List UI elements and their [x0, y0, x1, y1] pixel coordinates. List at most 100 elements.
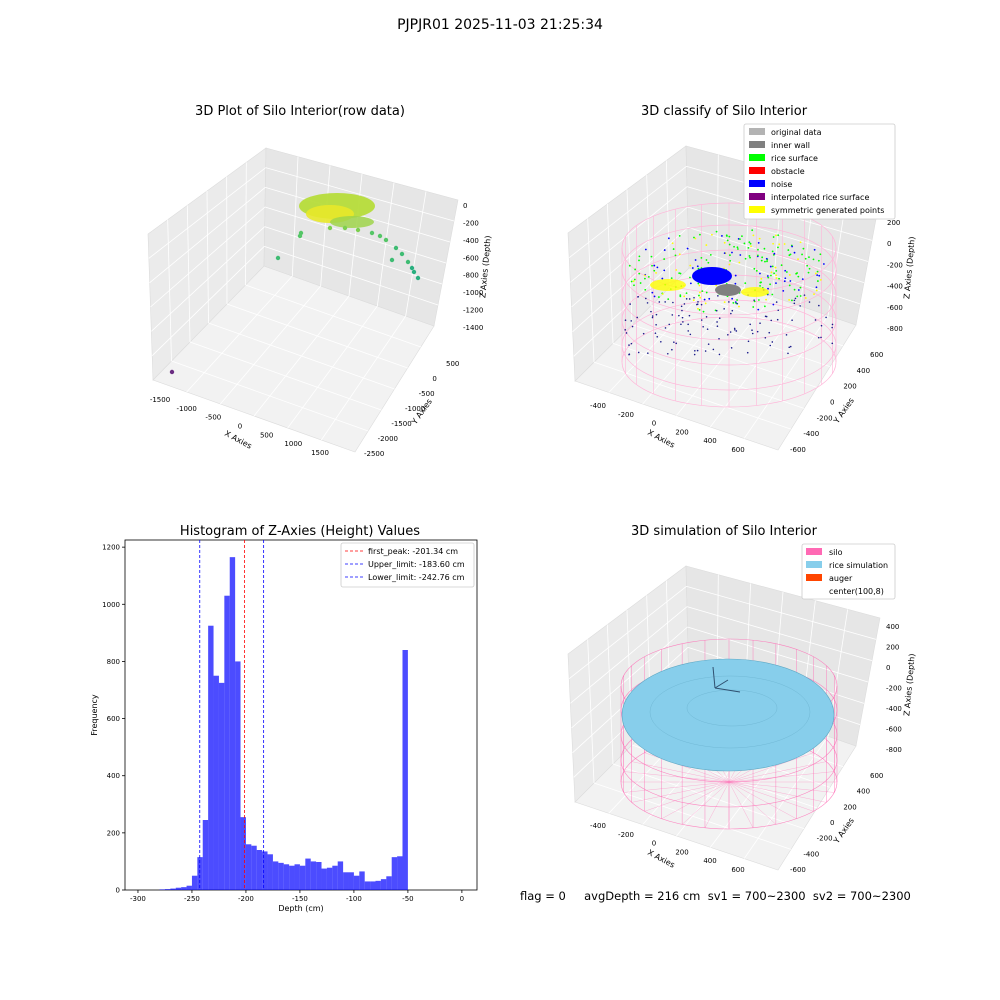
p2-interpolated-point — [769, 344, 772, 347]
p2-silo-ring — [621, 316, 837, 408]
hist-bar — [332, 865, 338, 890]
p2-interpolated-point — [645, 297, 647, 300]
p4-silo-spoke — [728, 761, 827, 783]
p1-data-point — [169, 369, 175, 375]
p4-auger — [712, 666, 741, 693]
p2-data-point — [737, 248, 739, 250]
p1-data-point — [399, 251, 405, 257]
p2-interpolated-point — [820, 324, 823, 327]
p2-grid-line — [687, 206, 869, 262]
p2-data-point — [752, 306, 755, 308]
p1-z-tick-label: 0 — [463, 202, 467, 210]
p1-x-tick-label: 500 — [260, 431, 273, 439]
hist-bar — [321, 868, 327, 890]
p2-data-point — [628, 264, 631, 267]
p2-interpolated-point — [716, 325, 719, 328]
p1-grid-line — [253, 295, 350, 417]
p2-data-point — [778, 243, 781, 246]
p2-interpolated-point — [764, 315, 767, 318]
p2-interpolated-point — [777, 309, 780, 312]
hist-bar — [170, 888, 176, 890]
p2-data-point — [796, 295, 799, 298]
hist-bar — [380, 879, 387, 890]
p2-data-point — [693, 236, 695, 239]
p1-z-tick-label: -400 — [463, 237, 479, 245]
hist-bar — [272, 861, 279, 890]
p2-data-point — [749, 242, 752, 245]
p2-interpolated-point — [785, 334, 788, 336]
p4-x-tick-label: 400 — [703, 857, 716, 865]
p2-data-point — [748, 255, 751, 257]
p2-interpolated-point — [727, 333, 729, 336]
p4-silo-spoke — [728, 781, 776, 825]
p2-grid-line — [669, 286, 844, 347]
p4-grid-line — [568, 586, 687, 679]
p2-data-point — [741, 235, 743, 238]
p2-x-tick-label: 400 — [703, 437, 716, 445]
p2-interpolated-point — [656, 335, 659, 338]
p2-interpolated-point — [673, 341, 675, 343]
p2-data-point — [689, 282, 692, 285]
p2-data-point — [771, 293, 774, 296]
p2-data-point — [763, 247, 766, 250]
p2-data-point — [790, 244, 793, 247]
p2-interpolated-point — [818, 304, 820, 307]
p2-data-point — [724, 252, 727, 255]
p4-y-tick-label: 400 — [857, 788, 870, 796]
hist-bar — [197, 857, 203, 890]
hist-legend: first_peak: -201.34 cm Upper_limit: -183.… — [340, 542, 475, 588]
p2-z-tick-label: -400 — [887, 283, 903, 291]
hist-y-tick-label: 400 — [107, 772, 120, 780]
p2-interpolated-point — [729, 331, 732, 333]
p2-data-point — [788, 284, 791, 287]
p2-interpolated-point — [718, 337, 720, 340]
p4-grid-line — [612, 763, 805, 830]
p2-data-point — [743, 242, 746, 245]
p2-data-point — [799, 295, 802, 297]
p4-legend-swatch — [806, 548, 822, 555]
p1-data-point — [409, 265, 415, 271]
p2-data-point — [732, 301, 735, 304]
p2-data-point — [734, 286, 737, 289]
p2-interpolated-point — [736, 302, 739, 305]
p4-y-tick-label: -600 — [790, 866, 806, 874]
p2-grid-line — [827, 189, 849, 316]
p2-data-point — [689, 276, 691, 279]
p4-grid-line — [571, 626, 688, 729]
p2-interpolated-point — [718, 317, 721, 319]
p4-grid-line — [646, 595, 652, 727]
p2-data-point — [784, 277, 787, 280]
hist-bar — [191, 875, 198, 890]
p2-interpolated-point — [685, 298, 688, 300]
p1-grid-line — [151, 226, 265, 332]
p2-data-point — [734, 282, 737, 285]
p4-y-tick-label: -400 — [803, 850, 819, 858]
p2-data-point — [731, 251, 733, 254]
p2-interpolated-point — [651, 315, 654, 317]
p1-data-point — [405, 259, 411, 265]
p4-y-tick-label: 0 — [830, 819, 834, 827]
p2-interpolated-point — [751, 329, 753, 331]
p2-data-point — [757, 248, 759, 251]
p2-grid-line — [573, 247, 689, 357]
p2-data-point — [770, 271, 773, 274]
p1-y-tick-label: 500 — [446, 360, 459, 368]
hist-y-tick-label: 1000 — [102, 601, 120, 609]
p2-data-point — [749, 256, 751, 259]
p2-data-point — [638, 272, 641, 275]
p1-point-cloud — [169, 193, 421, 375]
p2-data-point — [710, 277, 713, 280]
hist-y-tick-label: 0 — [116, 887, 120, 895]
p2-data-point — [757, 241, 760, 244]
hist-bar — [262, 851, 268, 890]
p2-interpolated-point — [808, 301, 811, 303]
p2-interpolated-point — [681, 309, 683, 312]
p2-y-tick-label: -200 — [817, 414, 833, 422]
p2-interpolated-point — [831, 323, 834, 326]
p2-silo-ring — [621, 202, 837, 294]
p4-axes-frame — [567, 565, 881, 871]
p2-interpolated-point — [655, 313, 658, 316]
p2-grid-line — [686, 165, 877, 220]
p2-grid-line — [799, 180, 816, 307]
hist-bar — [299, 865, 306, 890]
